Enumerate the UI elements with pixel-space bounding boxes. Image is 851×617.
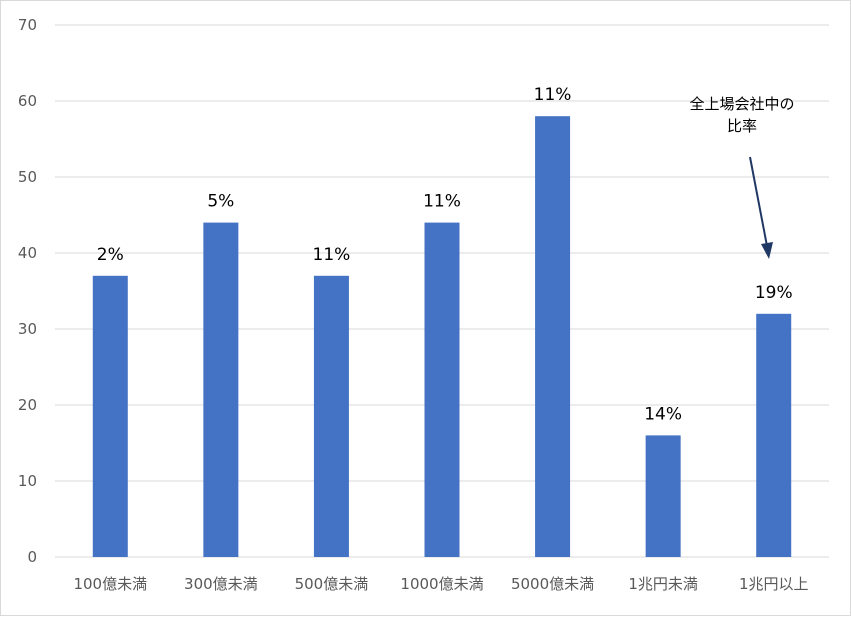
data-label: 11%	[534, 85, 572, 105]
data-label: 19%	[755, 283, 793, 303]
x-category-label: 300億未満	[184, 575, 258, 593]
annotation-line-1: 全上場会社中の	[689, 95, 794, 113]
annotation-arrow-head	[761, 242, 773, 259]
y-tick-label: 40	[18, 244, 37, 262]
annotation-line-2: 比率	[727, 117, 757, 135]
y-tick-label: 20	[18, 396, 37, 414]
annotation: 全上場会社中の 比率	[689, 95, 795, 259]
bar	[92, 275, 128, 557]
x-category-label: 1兆円以上	[739, 575, 809, 593]
bar	[424, 222, 460, 557]
bar	[203, 222, 239, 557]
y-tick-label: 10	[18, 472, 37, 490]
bar	[313, 275, 349, 557]
bar	[756, 313, 792, 557]
x-category-label: 1兆円未満	[628, 575, 698, 593]
data-label: 2%	[97, 245, 124, 265]
y-tick-label: 70	[18, 16, 37, 34]
x-axis-category-labels: 100億未満 300億未満 500億未満 1000億未満 5000億未満 1兆円未満 1兆円…	[73, 575, 808, 593]
annotation-arrow-shaft	[749, 156, 768, 247]
data-label: 11%	[313, 245, 351, 265]
data-label: 11%	[423, 192, 461, 212]
bar	[645, 435, 681, 557]
x-category-label: 5000億未満	[511, 575, 594, 593]
y-tick-label: 0	[27, 548, 37, 566]
y-tick-label: 60	[18, 92, 37, 110]
y-axis-tick-labels: 0 10 20 30 40 50 60 70	[18, 16, 37, 566]
bar	[535, 116, 571, 557]
data-labels: 2% 5% 11% 11% 11% 14% 19%	[97, 85, 793, 424]
x-category-label: 1000億未満	[400, 575, 483, 593]
bars	[92, 116, 792, 557]
x-category-label: 500億未満	[295, 575, 369, 593]
y-tick-label: 50	[18, 168, 37, 186]
x-category-label: 100億未満	[73, 575, 147, 593]
data-label: 14%	[644, 404, 682, 424]
y-tick-label: 30	[18, 320, 37, 338]
data-label: 5%	[207, 192, 234, 212]
